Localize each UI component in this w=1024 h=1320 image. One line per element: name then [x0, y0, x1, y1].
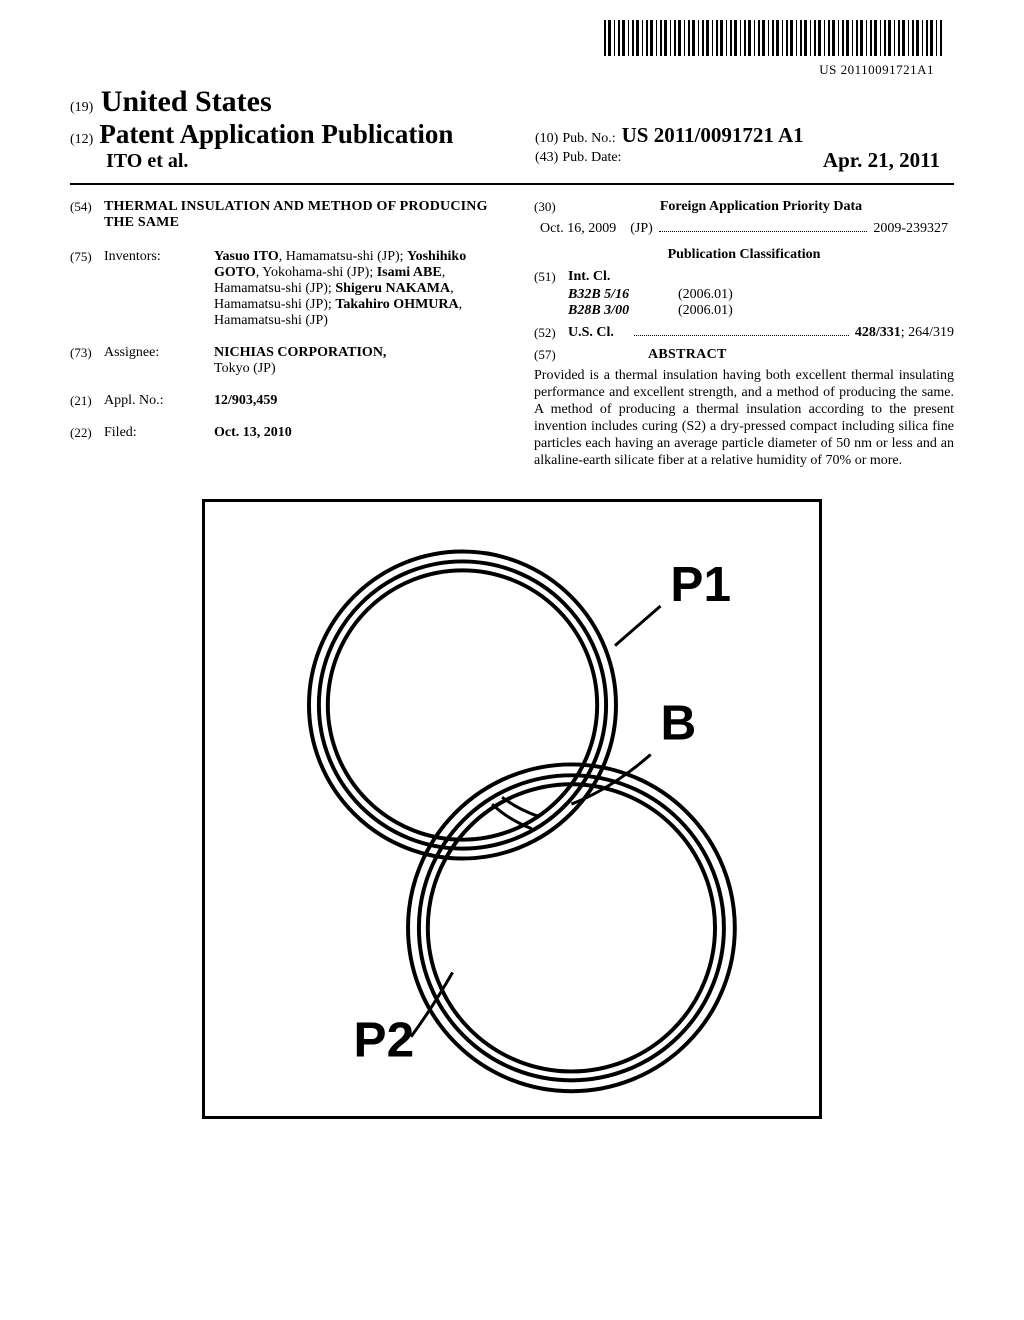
publication-title: Patent Application Publication — [99, 119, 453, 149]
figure-label-p1: P1 — [670, 558, 731, 613]
assignee-loc: Tokyo (JP) — [214, 361, 276, 376]
inventors-label: Inventors: — [104, 249, 214, 265]
masthead-left: (19) United States (12) Patent Applicati… — [70, 85, 489, 173]
foreign-heading: Foreign Application Priority Data — [568, 199, 954, 215]
leader-dots — [659, 221, 868, 232]
int-cl-label: Int. Cl. — [568, 269, 610, 285]
assignee-name: NICHIAS CORPORATION, — [214, 345, 386, 360]
barcode-number: US 20110091721A1 — [819, 62, 934, 77]
inventor-5: Takahiro OHMURA — [335, 297, 458, 312]
foreign-app-no: 2009-239327 — [873, 221, 948, 237]
filed-value: Oct. 13, 2010 — [214, 425, 490, 441]
field-inventors: (75) Inventors: Yasuo ITO, Hamamatsu-shi… — [70, 249, 490, 329]
inventor-3: Isami ABE — [377, 265, 442, 280]
invention-title: THERMAL INSULATION AND METHOD OF PRODUCI… — [104, 199, 490, 231]
patent-figure: P1 B P2 — [205, 502, 819, 1116]
num-22: (22) — [70, 425, 104, 441]
appl-no-value: 12/903,459 — [214, 393, 490, 409]
pub-no-label: Pub. No.: — [562, 131, 615, 146]
figure-label-b: B — [661, 696, 697, 751]
int-cl-row-0: B32B 5/16 (2006.01) — [568, 287, 954, 303]
field-assignee: (73) Assignee: NICHIAS CORPORATION, Toky… — [70, 345, 490, 377]
filed-label: Filed: — [104, 425, 214, 441]
abstract-body: Provided is a thermal insulation having … — [534, 367, 954, 469]
num-19: (19) — [70, 100, 93, 115]
us-cl-value: 428/331; 264/319 — [855, 325, 954, 341]
int-cl-code-0: B32B 5/16 — [568, 287, 678, 303]
inventors-lastname: ITO et al. — [106, 150, 489, 173]
abstract-heading: ABSTRACT — [648, 347, 727, 363]
left-column: (54) THERMAL INSULATION AND METHOD OF PR… — [70, 199, 490, 469]
bibliographic-columns: (54) THERMAL INSULATION AND METHOD OF PR… — [70, 199, 954, 469]
num-30: (30) — [534, 199, 568, 215]
pub-no-line: (10) Pub. No.: US 2011/0091721 A1 — [535, 123, 954, 148]
num-73: (73) — [70, 345, 104, 361]
field-int-cl: (51) Int. Cl. — [534, 269, 954, 285]
barcode-graphic — [604, 20, 944, 56]
figure-label-p2: P2 — [354, 1013, 415, 1068]
field-filed: (22) Filed: Oct. 13, 2010 — [70, 425, 490, 441]
int-cl-row-1: B28B 3/00 (2006.01) — [568, 303, 954, 319]
num-43: (43) — [535, 150, 558, 165]
inventor-1: Yasuo ITO — [214, 249, 279, 264]
right-column: (30) Foreign Application Priority Data O… — [534, 199, 954, 469]
figure-holder: P1 B P2 — [70, 499, 954, 1121]
num-51: (51) — [534, 269, 568, 285]
masthead: (19) United States (12) Patent Applicati… — [70, 85, 954, 173]
assignee-value: NICHIAS CORPORATION, Tokyo (JP) — [214, 345, 490, 377]
num-12: (12) — [70, 132, 93, 147]
field-us-cl: (52) U.S. Cl. 428/331; 264/319 — [534, 325, 954, 341]
field-title: (54) THERMAL INSULATION AND METHOD OF PR… — [70, 199, 490, 231]
foreign-priority-row: Oct. 16, 2009 (JP) 2009-239327 — [534, 221, 954, 237]
num-57: (57) — [534, 347, 568, 363]
leader-dots-2 — [634, 325, 849, 336]
pub-date-line: (43) Pub. Date: Apr. 21, 2011 — [535, 148, 954, 173]
inventors-value: Yasuo ITO, Hamamatsu-shi (JP); Yoshihiko… — [214, 249, 490, 329]
num-21: (21) — [70, 393, 104, 409]
pub-classification-heading: Publication Classification — [534, 247, 954, 263]
field-abstract-heading: (57) ABSTRACT — [534, 347, 954, 363]
country-line: (19) United States — [70, 85, 489, 119]
barcode-zone: US 20110091721A1 — [70, 20, 954, 79]
num-10: (10) — [535, 131, 558, 146]
horizontal-rule — [70, 183, 954, 185]
inventor-4: Shigeru NAKAMA — [335, 281, 450, 296]
us-cl-primary: 428/331 — [855, 325, 901, 340]
pub-title-line: (12) Patent Application Publication — [70, 119, 489, 150]
int-cl-ver-0: (2006.01) — [678, 287, 733, 303]
appl-no-label: Appl. No.: — [104, 393, 214, 409]
pub-date-value: Apr. 21, 2011 — [823, 148, 940, 173]
field-appl-no: (21) Appl. No.: 12/903,459 — [70, 393, 490, 409]
assignee-label: Assignee: — [104, 345, 214, 361]
field-foreign-priority: (30) Foreign Application Priority Data — [534, 199, 954, 215]
us-cl-rest: ; 264/319 — [901, 325, 954, 340]
us-cl-label: U.S. Cl. — [568, 325, 628, 341]
pub-no-value: US 2011/0091721 A1 — [622, 123, 804, 147]
pub-date-label: Pub. Date: — [562, 150, 621, 165]
page-root: US 20110091721A1 (19) United States (12)… — [0, 0, 1024, 1161]
int-cl-ver-1: (2006.01) — [678, 303, 733, 319]
country-name: United States — [101, 85, 272, 118]
num-75: (75) — [70, 249, 104, 265]
num-54: (54) — [70, 199, 104, 215]
int-cl-list: B32B 5/16 (2006.01) B28B 3/00 (2006.01) — [568, 287, 954, 319]
num-52: (52) — [534, 325, 568, 341]
figure-frame: P1 B P2 — [202, 499, 822, 1119]
masthead-right: (10) Pub. No.: US 2011/0091721 A1 (43) P… — [529, 123, 954, 173]
foreign-cc: (JP) — [630, 221, 653, 237]
int-cl-code-1: B28B 3/00 — [568, 303, 678, 319]
foreign-date: Oct. 16, 2009 — [540, 221, 616, 237]
